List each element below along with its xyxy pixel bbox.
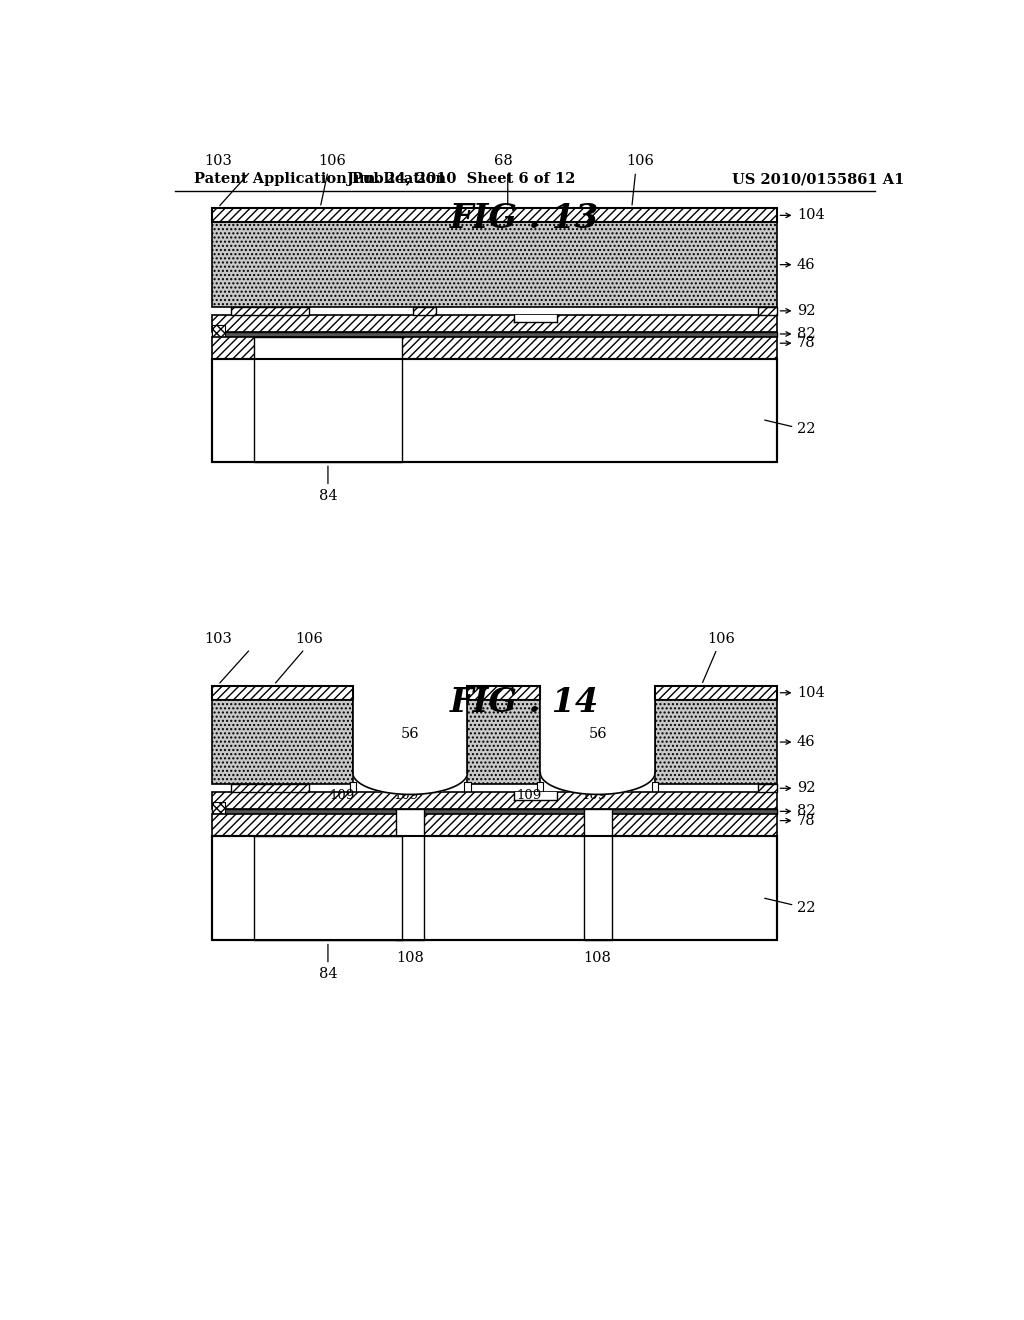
Text: 106: 106 <box>318 154 346 169</box>
Bar <box>212 222 777 308</box>
Text: 56: 56 <box>400 727 420 742</box>
Bar <box>212 809 777 814</box>
Bar <box>212 836 777 940</box>
Bar <box>231 308 308 314</box>
Bar <box>758 308 777 314</box>
Text: 106: 106 <box>708 632 735 645</box>
Bar <box>464 781 471 807</box>
Bar <box>467 700 541 784</box>
Text: 103: 103 <box>204 632 231 645</box>
Bar <box>514 314 557 322</box>
Text: 82: 82 <box>797 804 815 818</box>
Bar <box>584 809 611 940</box>
Bar <box>212 792 777 809</box>
Bar <box>212 325 225 339</box>
Text: 22: 22 <box>797 422 815 437</box>
Bar <box>758 784 777 792</box>
Text: 108: 108 <box>396 952 424 965</box>
Text: FIG . 14: FIG . 14 <box>451 686 599 719</box>
Text: Jun. 24, 2010  Sheet 6 of 12: Jun. 24, 2010 Sheet 6 of 12 <box>347 172 575 186</box>
Text: Patent Application Publication: Patent Application Publication <box>194 172 445 186</box>
Text: 46: 46 <box>797 257 815 272</box>
Text: 108: 108 <box>584 952 611 965</box>
Text: 46: 46 <box>797 735 815 748</box>
Text: 109: 109 <box>582 789 606 803</box>
Bar <box>212 359 777 462</box>
Bar <box>352 700 467 774</box>
Polygon shape <box>541 774 655 795</box>
Text: 106: 106 <box>295 632 324 645</box>
Text: 104: 104 <box>797 209 824 222</box>
Text: US 2010/0155861 A1: US 2010/0155861 A1 <box>731 172 904 186</box>
Text: 109: 109 <box>330 789 354 803</box>
Bar <box>212 209 777 222</box>
Bar <box>212 700 352 784</box>
Bar <box>212 803 225 816</box>
Text: 103: 103 <box>204 154 231 169</box>
Bar <box>254 836 401 940</box>
Text: 104: 104 <box>797 686 824 700</box>
Bar <box>655 686 777 700</box>
Bar <box>655 700 777 784</box>
Bar <box>541 700 655 774</box>
Text: FIG . 13: FIG . 13 <box>451 202 599 235</box>
Bar <box>538 781 544 807</box>
Bar <box>212 686 352 700</box>
Bar <box>467 686 541 700</box>
Text: 92: 92 <box>797 781 815 795</box>
Bar <box>212 836 777 940</box>
Bar <box>212 331 777 337</box>
Bar <box>212 359 777 462</box>
Bar <box>212 814 777 836</box>
Text: 106: 106 <box>627 154 654 169</box>
Text: 22: 22 <box>797 900 815 915</box>
Text: 109: 109 <box>517 789 542 803</box>
Bar <box>212 337 777 359</box>
Bar <box>652 781 658 807</box>
Text: 84: 84 <box>318 966 337 981</box>
Polygon shape <box>352 774 467 795</box>
Bar <box>414 308 436 314</box>
Text: 82: 82 <box>797 327 815 341</box>
Bar <box>349 781 356 807</box>
Text: 92: 92 <box>797 304 815 318</box>
Bar <box>231 784 308 792</box>
Text: 84: 84 <box>318 488 337 503</box>
Bar <box>514 792 557 800</box>
Text: 109: 109 <box>393 789 419 803</box>
Text: 68: 68 <box>494 154 512 169</box>
Bar <box>212 314 777 331</box>
Text: 78: 78 <box>797 337 815 350</box>
Text: 78: 78 <box>797 813 815 828</box>
Bar <box>396 809 424 940</box>
Bar <box>254 337 401 462</box>
Text: 56: 56 <box>589 727 607 742</box>
Bar <box>414 784 436 792</box>
